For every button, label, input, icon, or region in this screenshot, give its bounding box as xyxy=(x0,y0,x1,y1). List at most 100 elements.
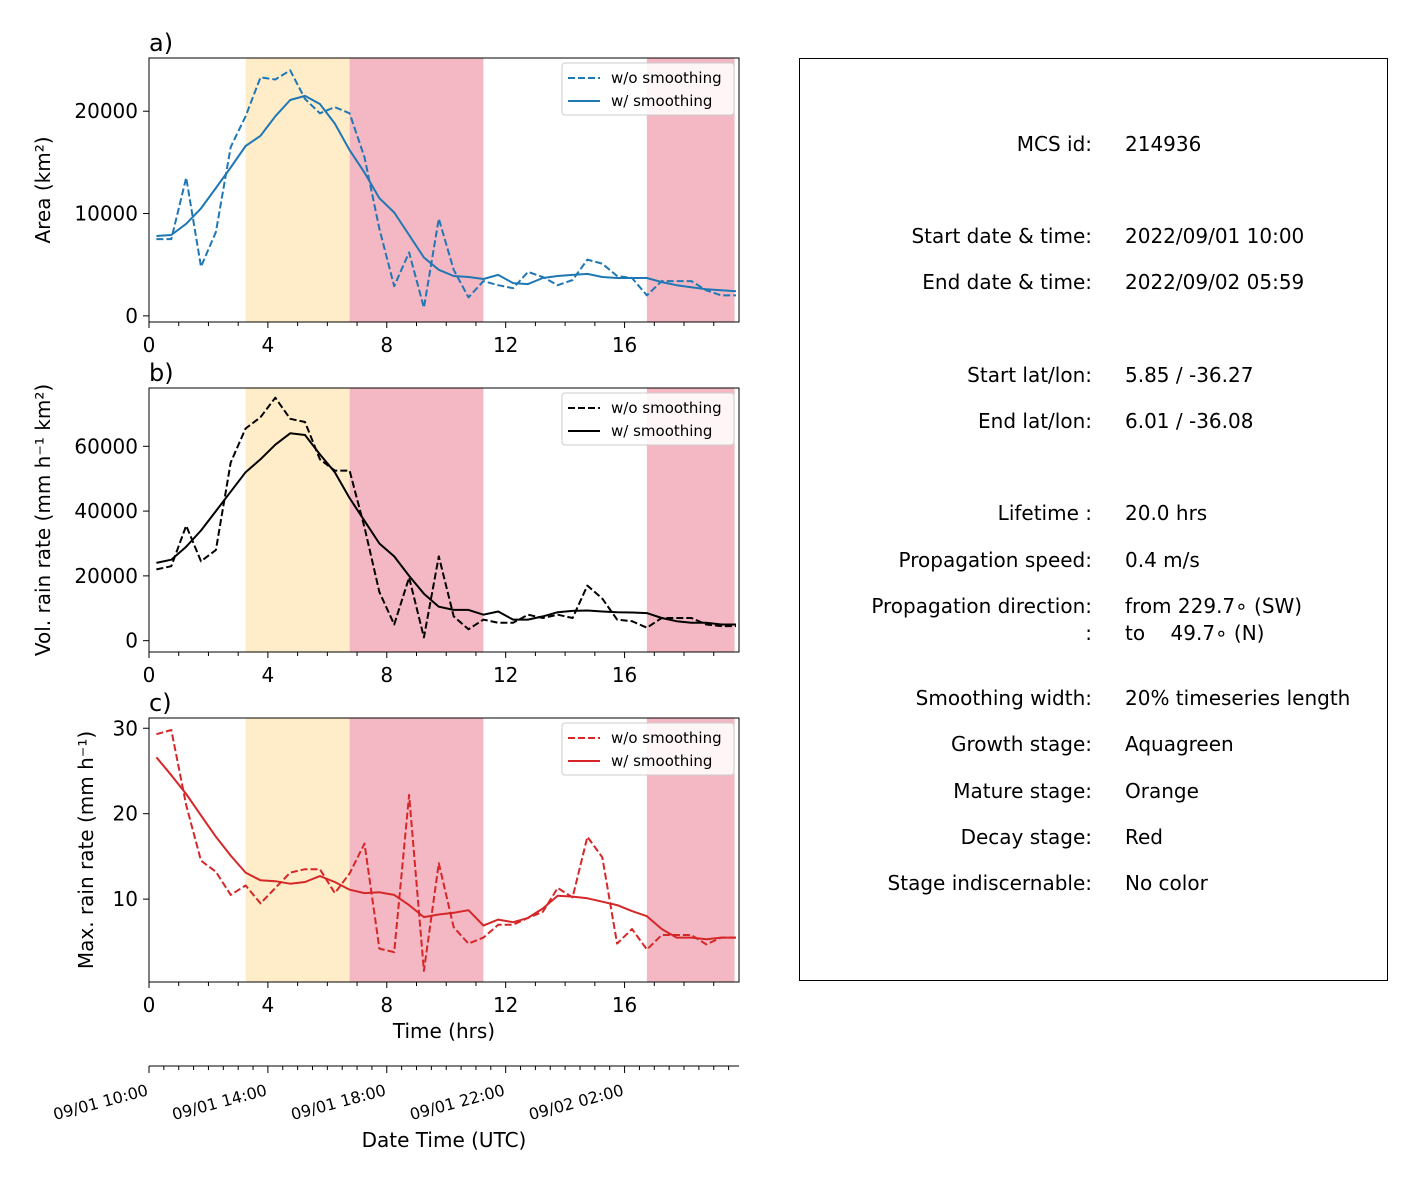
x-tick-label: 8 xyxy=(380,993,393,1017)
info-row-propagation-direction-to: : to 49.7∘ (N) xyxy=(800,621,1387,647)
x-tick-label: 12 xyxy=(493,663,518,687)
y-tick-label: 10 xyxy=(113,887,138,911)
x-tick-label: 0 xyxy=(143,333,156,357)
y-axis-label: Vol. rain rate (mm h⁻¹ km²) xyxy=(31,384,55,656)
panel-2: 10 20 30 0 4 8 12 16 c) Max. rain rate (mm h⁻¹) Ti… xyxy=(74,689,740,1043)
legend-label: w/o smoothing xyxy=(611,69,722,87)
y-tick-label: 20000 xyxy=(74,564,138,588)
info-label: Growth stage: xyxy=(950,732,1092,756)
legend-label: w/ smoothing xyxy=(611,422,712,440)
axes-frame xyxy=(148,717,740,983)
info-label: End date & time: xyxy=(922,270,1092,294)
x-tick-label: 8 xyxy=(380,663,393,687)
info-row-start-latlon: Start lat/lon: 5.85 / -36.27 xyxy=(800,363,1387,389)
x-tick-label: 8 xyxy=(380,333,393,357)
info-label: Stage indiscernable: xyxy=(887,871,1092,895)
series-line-smoothed xyxy=(155,756,736,941)
x-tick-label: 16 xyxy=(612,993,637,1017)
info-value: 20% timeseries length xyxy=(1125,686,1351,710)
info-label: : xyxy=(1085,621,1092,645)
axes-frame xyxy=(148,387,740,653)
secondary-time-axis: 09/01 10:00 09/01 14:00 09/01 18:00 09/01 2… xyxy=(51,1065,739,1152)
secondary-tick-label: 09/01 14:00 xyxy=(170,1081,269,1125)
x-tick-label: 12 xyxy=(493,333,518,357)
x-tick-label: 0 xyxy=(143,663,156,687)
info-label: Smoothing width: xyxy=(915,686,1092,710)
legend-label: w/ smoothing xyxy=(611,752,712,770)
info-row-start-datetime: Start date & time: 2022/09/01 10:00 xyxy=(800,224,1387,250)
x-tick-label: 4 xyxy=(262,993,275,1017)
info-label: Decay stage: xyxy=(960,825,1092,849)
info-row-end-latlon: End lat/lon: 6.01 / -36.08 xyxy=(800,409,1387,435)
y-axis-label: Area (km²) xyxy=(31,136,55,243)
secondary-tick-label: 09/02 02:00 xyxy=(527,1081,626,1125)
stage-shade-decay xyxy=(349,388,484,652)
stage-shade-mature xyxy=(245,388,350,652)
axes-frame xyxy=(148,57,740,323)
x-axis-label: Time (hrs) xyxy=(392,1019,495,1043)
y-tick-label: 0 xyxy=(125,629,138,653)
legend-label: w/o smoothing xyxy=(611,729,722,747)
x-tick-label: 16 xyxy=(612,663,637,687)
x-tick-label: 12 xyxy=(493,993,518,1017)
panel-label: a) xyxy=(149,29,173,57)
stage-shade-mature xyxy=(245,718,350,982)
x-tick-label: 4 xyxy=(262,333,275,357)
info-value: 6.01 / -36.08 xyxy=(1125,409,1254,433)
info-value: 2022/09/01 10:00 xyxy=(1125,224,1305,248)
info-value: 0.4 m/s xyxy=(1125,548,1200,572)
series-line-unsmoothed xyxy=(156,396,736,639)
info-row-mcs-id: MCS id: 214936 xyxy=(800,132,1387,158)
legend-box xyxy=(561,722,735,776)
info-value: 2022/09/02 05:59 xyxy=(1125,270,1305,294)
info-row-lifetime: Lifetime : 20.0 hrs xyxy=(800,501,1387,527)
series-line-smoothed xyxy=(156,432,736,626)
y-tick-label: 10000 xyxy=(74,202,138,226)
y-tick-label: 20 xyxy=(113,802,138,826)
y-tick-label: 60000 xyxy=(74,434,138,458)
y-tick-label: 20000 xyxy=(74,99,138,123)
info-row-decay-stage: Decay stage: Red xyxy=(800,825,1387,851)
info-row-end-datetime: End date & time: 2022/09/02 05:59 xyxy=(800,270,1387,296)
legend-label: w/ smoothing xyxy=(611,92,712,110)
x-tick-label: 16 xyxy=(612,333,637,357)
info-row-smoothing-width: Smoothing width: 20% timeseries length xyxy=(800,686,1387,712)
info-row-growth-stage: Growth stage: Aquagreen xyxy=(800,732,1387,758)
panel-1: 0 20000 40000 60000 0 4 8 12 16 b) Vol. rain rate … xyxy=(31,359,740,687)
info-label: Start lat/lon: xyxy=(967,363,1092,387)
y-tick-label: 40000 xyxy=(74,499,138,523)
info-label: End lat/lon: xyxy=(978,409,1092,433)
series-line-smoothed xyxy=(156,94,737,293)
info-value: to 49.7∘ (N) xyxy=(1125,621,1265,645)
info-value: Orange xyxy=(1125,779,1199,803)
secondary-tick-label: 09/01 10:00 xyxy=(51,1081,150,1125)
stage-shade-mature xyxy=(245,58,350,322)
info-label: MCS id: xyxy=(1016,132,1092,156)
legend-box xyxy=(561,62,735,116)
series-line-unsmoothed xyxy=(156,729,736,972)
info-label: Start date & time: xyxy=(911,224,1092,248)
legend-label: w/o smoothing xyxy=(611,399,722,417)
info-value: 20.0 hrs xyxy=(1125,501,1208,525)
panel-label: c) xyxy=(149,689,172,717)
info-value: Red xyxy=(1125,825,1163,849)
info-row-propagation-speed: Propagation speed: 0.4 m/s xyxy=(800,548,1387,574)
secondary-axis-label: Date Time (UTC) xyxy=(362,1128,527,1152)
legend-box xyxy=(561,392,735,446)
y-tick-label: 30 xyxy=(113,716,138,740)
secondary-tick-label: 09/01 18:00 xyxy=(289,1081,388,1125)
info-label: Lifetime : xyxy=(997,501,1092,525)
stage-shade-decay xyxy=(349,718,484,982)
info-value: No color xyxy=(1125,871,1208,895)
info-panel: MCS id: 214936 Start date & time: 2022/0… xyxy=(799,58,1388,981)
info-row-propagation-direction: Propagation direction: from 229.7∘ (SW) xyxy=(800,594,1387,620)
info-value: Aquagreen xyxy=(1125,732,1234,756)
info-value: from 229.7∘ (SW) xyxy=(1125,594,1303,618)
info-row-stage-indiscernable: Stage indiscernable: No color xyxy=(800,871,1387,897)
y-axis-label: Max. rain rate (mm h⁻¹) xyxy=(74,731,98,969)
info-value: 214936 xyxy=(1125,132,1202,156)
x-tick-label: 0 xyxy=(143,993,156,1017)
panel-label: b) xyxy=(149,359,174,387)
x-tick-label: 4 xyxy=(262,663,275,687)
